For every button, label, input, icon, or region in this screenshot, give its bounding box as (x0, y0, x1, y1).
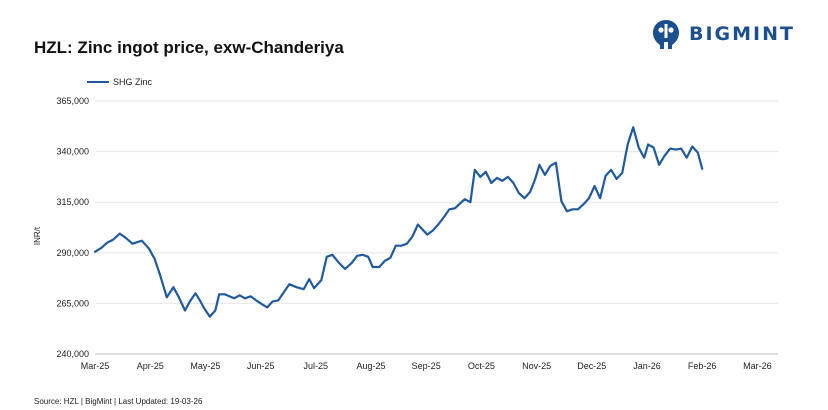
y-tick-label: 265,000 (56, 298, 89, 308)
chart-legend: SHG Zinc (87, 77, 152, 87)
x-tick-label: Feb-26 (688, 361, 717, 371)
x-tick-label: Nov-25 (522, 361, 551, 371)
legend-label: SHG Zinc (113, 77, 153, 87)
y-tick-label: 290,000 (56, 248, 89, 258)
bigmint-logo: BIGMINT (651, 17, 795, 51)
x-tick-label: Jan-26 (633, 361, 661, 371)
x-tick-label: Sep-25 (412, 361, 441, 371)
y-tick-label: 315,000 (56, 197, 89, 207)
x-tick-label: Dec-25 (577, 361, 606, 371)
x-tick-label: Oct-25 (468, 361, 495, 371)
legend-swatch (87, 81, 109, 83)
x-tick-label: Mar-25 (81, 361, 110, 371)
x-tick-label: Apr-25 (137, 361, 164, 371)
chart-title: HZL: Zinc ingot price, exw-Chanderiya (34, 38, 344, 57)
y-tick-label: 365,000 (56, 96, 89, 106)
y-axis-label: INR/t (33, 226, 42, 245)
x-tick-label: Aug-25 (356, 361, 385, 371)
bigmint-logo-text: BIGMINT (689, 23, 795, 45)
x-tick-label: May-25 (190, 361, 220, 371)
chart-grid (95, 100, 778, 355)
source-note: Source: HZL | BigMint | Last Updated: 19… (34, 397, 203, 406)
x-tick-label: Jun-25 (247, 361, 275, 371)
y-tick-label: 240,000 (56, 349, 89, 359)
x-tick-label: Mar-26 (743, 361, 772, 371)
bigmint-logo-icon (653, 20, 679, 49)
series-line-shg-zinc (93, 126, 704, 318)
y-tick-label: 340,000 (56, 147, 89, 157)
x-axis-ticks: Mar-25 Apr-25 May-25 Jun-25 Jul-25 Aug-25 Sep-… (81, 361, 772, 371)
x-tick-label: Jul-25 (304, 361, 329, 371)
y-axis-ticks: 240,000 265,000 290,000 315,000 340,000 365,0… (56, 96, 89, 359)
